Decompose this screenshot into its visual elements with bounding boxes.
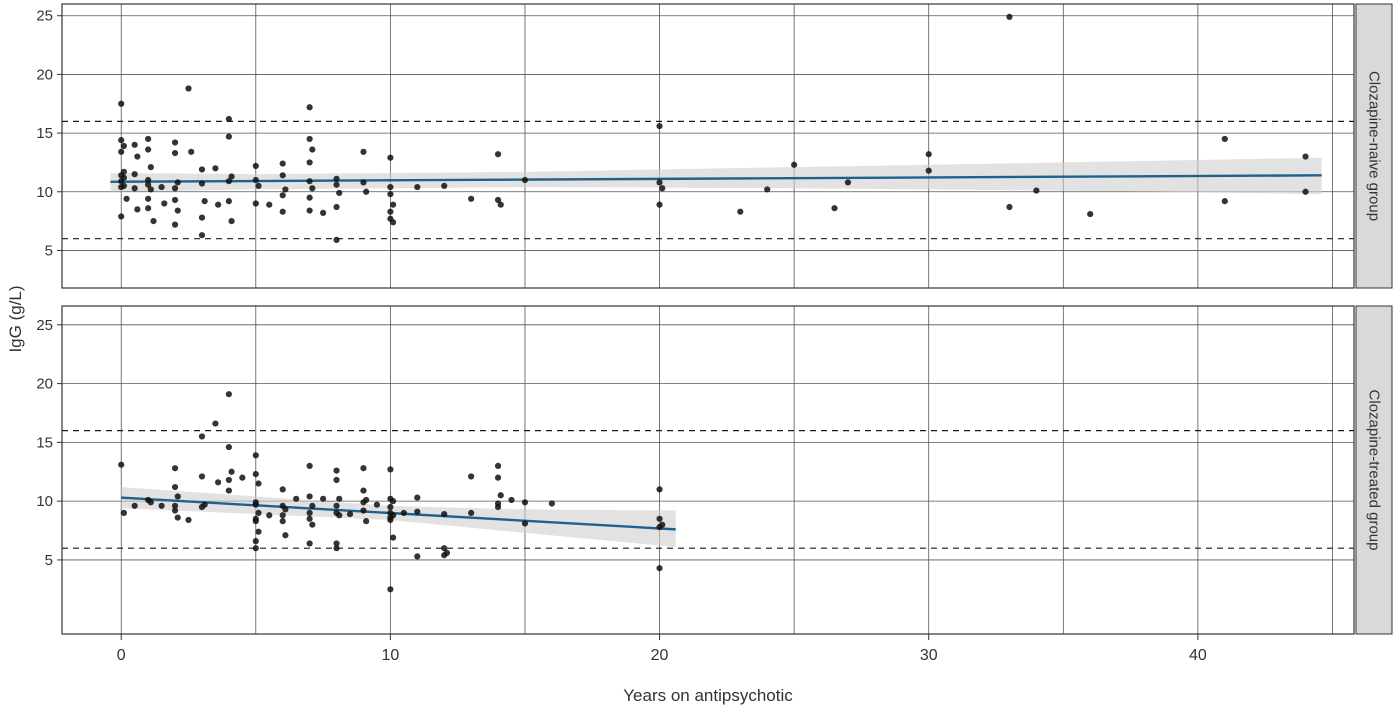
x-axis-tick-label: 30 [920, 647, 938, 664]
y-axis-tick-label: 25 [36, 8, 53, 25]
scatter-points [118, 13, 1309, 243]
confidence-band [110, 157, 1322, 195]
facet-strip-background [1355, 3, 1393, 289]
y-axis-tick-label: 25 [36, 317, 53, 334]
y-axis-tick-label: 10 [36, 184, 53, 201]
x-axis-tick-label: 0 [117, 647, 126, 664]
y-axis-title: IgG (g/L) [6, 285, 25, 353]
x-axis-ticks: 0 10 20 30 40 [117, 634, 1207, 664]
x-axis-tick-label: 40 [1189, 647, 1207, 664]
facet-panel [61, 305, 1355, 635]
y-axis-tick-label: 20 [36, 66, 53, 83]
facet-strip-label: Clozapine-naive group [1366, 71, 1383, 221]
y-axis-ticks: 5 10 15 20 25 [36, 317, 62, 569]
y-axis-tick-label: 5 [45, 242, 53, 259]
trend-line [121, 496, 676, 531]
facet-strip: Clozapine-treated group [1355, 305, 1393, 635]
y-axis-tick-label: 10 [36, 493, 53, 510]
scatter-points [118, 391, 666, 593]
facet-strip-background [1355, 305, 1393, 635]
y-axis-tick-label: 15 [36, 434, 53, 451]
y-axis-tick-label: 15 [36, 125, 53, 142]
y-axis-tick-label: 20 [36, 376, 53, 393]
x-axis-tick-label: 10 [381, 647, 399, 664]
panel-border [61, 3, 1355, 289]
facet-strip-label: Clozapine-treated group [1366, 390, 1383, 551]
panel-border [61, 305, 1355, 635]
x-axis-title: Years on antipsychotic [623, 686, 793, 705]
confidence-band [121, 487, 676, 548]
y-axis-ticks: 5 10 15 20 25 [36, 8, 62, 259]
y-axis-tick-label: 5 [45, 552, 53, 569]
panel-background [62, 4, 1354, 288]
gridlines [62, 4, 1354, 288]
facet-panel [61, 3, 1355, 289]
x-axis-tick-label: 20 [651, 647, 669, 664]
facet-strip: Clozapine-naive group [1355, 3, 1393, 289]
panel-background [62, 306, 1354, 634]
